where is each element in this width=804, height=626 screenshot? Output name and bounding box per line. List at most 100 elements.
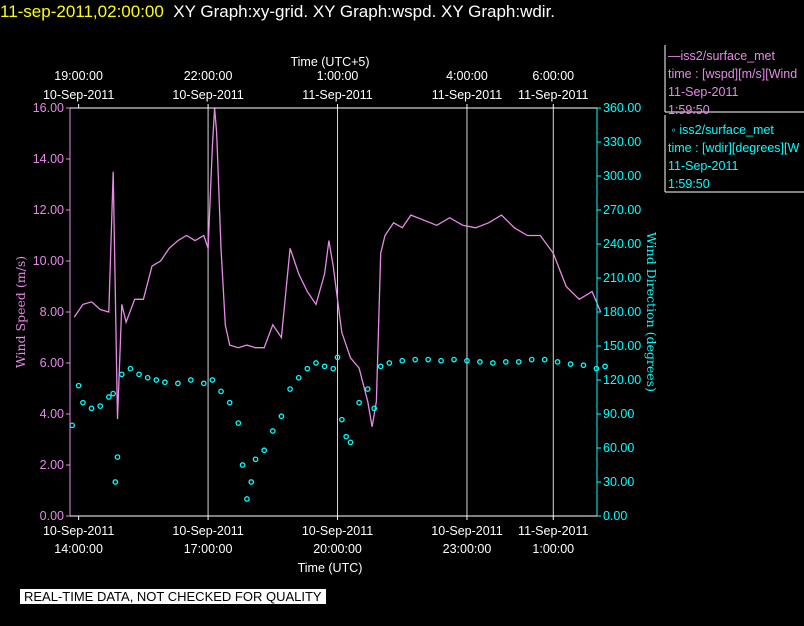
wdir-point — [580, 362, 587, 369]
wdir-point — [515, 359, 522, 365]
top-tick-label: 11-Sep-2011 — [432, 88, 502, 102]
wdir-point — [226, 399, 233, 406]
y2-tick-label: 300.00 — [603, 169, 641, 183]
quality-note: REAL-TIME DATA, NOT CHECKED FOR QUALITY — [20, 589, 326, 604]
x-axis-title: Time (UTC) — [298, 561, 363, 575]
top-tick-label: 6:00:00 — [532, 69, 574, 83]
x-tick-label: 1:00:00 — [532, 542, 574, 556]
top-tick-label: 1:00:00 — [317, 69, 359, 83]
legend-wspd: —iss2/surface_met time : [wspd][m/s][Win… — [668, 47, 797, 119]
y-tick-label: 2.00 — [40, 458, 64, 472]
top-tick-label: 10-Sep-2011 — [172, 88, 243, 102]
y-tick-label: 6.00 — [40, 356, 64, 370]
x-tick-label: 10-Sep-2011 — [302, 524, 373, 538]
wdir-point — [278, 413, 285, 420]
legend-wdir-desc: time : [wdir][degrees][W — [668, 141, 800, 155]
wdir-point — [554, 359, 561, 365]
y2-tick-label: 0.00 — [603, 509, 627, 523]
wdir-point — [136, 371, 142, 378]
y2-tick-label: 360.00 — [603, 101, 641, 115]
y2-tick-label: 180.00 — [603, 305, 641, 319]
wdir-point — [541, 356, 548, 363]
top-tick-label: 11-Sep-2011 — [518, 88, 588, 102]
y2-tick-label: 330.00 — [603, 135, 641, 149]
top-tick-label: 19:00:00 — [54, 69, 103, 83]
wdir-point — [334, 354, 341, 361]
wdir-point — [69, 422, 76, 429]
wdir-point — [371, 405, 378, 412]
wdir-point — [110, 390, 117, 397]
y-tick-label: 0.00 — [40, 509, 64, 523]
wdir-point — [356, 399, 362, 406]
wdir-point — [112, 479, 119, 485]
y-tick-label: 14.00 — [33, 152, 64, 166]
legend-wspd-time: 1:59:50 — [668, 103, 710, 117]
wdir-point — [502, 359, 509, 365]
wdir-point — [105, 394, 112, 400]
top-axis-title: Time (UTC+5) — [290, 55, 369, 69]
wdir-point — [313, 360, 319, 366]
y-tick-label: 8.00 — [40, 305, 64, 319]
x-tick-label: 10-Sep-2011 — [431, 524, 502, 538]
top-tick-label: 10-Sep-2011 — [43, 88, 114, 102]
legend-wdir: ◦ iss2/surface_met time : [wdir][degrees… — [668, 121, 799, 193]
legend-wdir-name: ◦ iss2/surface_met — [668, 123, 774, 137]
wdir-point — [338, 416, 345, 423]
wdir-point — [287, 386, 293, 392]
wdir-point — [269, 428, 276, 434]
wdir-point — [477, 359, 483, 365]
x-tick-label: 10-Sep-2011 — [172, 524, 243, 538]
legend-wdir-time: 1:59:50 — [668, 177, 710, 191]
wdir-point — [425, 356, 431, 363]
top-tick-label: 22:00:00 — [184, 69, 233, 83]
wdir-point — [343, 433, 350, 440]
wdir-point — [347, 439, 354, 446]
wdir-point — [244, 496, 250, 502]
wdir-point — [218, 388, 224, 395]
y2-tick-label: 270.00 — [603, 203, 641, 217]
wdir-point — [321, 363, 328, 370]
y2-tick-label: 60.00 — [603, 441, 634, 455]
wdir-point — [464, 357, 470, 364]
wdir-point — [412, 356, 419, 363]
wdir-point — [377, 363, 384, 370]
wdir-point — [235, 420, 242, 426]
wdir-point — [602, 363, 608, 370]
top-tick-label: 4:00:00 — [446, 69, 488, 83]
x-tick-label: 23:00:00 — [443, 542, 492, 556]
wdir-point — [295, 374, 302, 381]
legend-decor — [664, 45, 804, 193]
grid — [207, 108, 554, 516]
wdir-point — [127, 365, 134, 372]
wdir-point — [80, 399, 86, 406]
header-timestamp: 11-sep-2011,02:00:00 — [0, 2, 164, 21]
wdir-point — [200, 380, 207, 387]
y-axis-title: Wind Speed (m/s) — [13, 256, 28, 368]
y2-tick-label: 150.00 — [603, 339, 641, 353]
wdir-point — [528, 356, 535, 363]
y-tick-label: 10.00 — [33, 254, 64, 268]
x-tick-label: 20:00:00 — [313, 542, 362, 556]
wdir-point — [252, 456, 259, 463]
axes: 0.00 2.00 4.00 6.00 8.00 10.00 12.00 14.00 16.00… — [33, 69, 642, 556]
y2-tick-label: 30.00 — [603, 475, 634, 489]
y-tick-label: 12.00 — [33, 203, 64, 217]
legend-wspd-name: —iss2/surface_met — [668, 49, 775, 63]
wdir-point — [88, 405, 95, 412]
wdir-point — [75, 382, 82, 389]
wdir-point — [248, 479, 255, 485]
x-tick-label: 17:00:00 — [184, 542, 233, 556]
wdir-point — [114, 454, 121, 460]
wdir-point — [175, 380, 181, 387]
wdir-point — [364, 386, 371, 392]
series-layer — [69, 107, 608, 502]
wdir-point — [304, 365, 311, 372]
wspd-series-line — [73, 107, 602, 427]
x-tick-label: 10-Sep-2011 — [43, 524, 114, 538]
wdir-point — [438, 357, 444, 364]
wdir-point — [330, 365, 337, 372]
wdir-point — [153, 377, 160, 383]
y-tick-label: 16.00 — [33, 101, 64, 115]
x-tick-label: 14:00:00 — [54, 542, 103, 556]
